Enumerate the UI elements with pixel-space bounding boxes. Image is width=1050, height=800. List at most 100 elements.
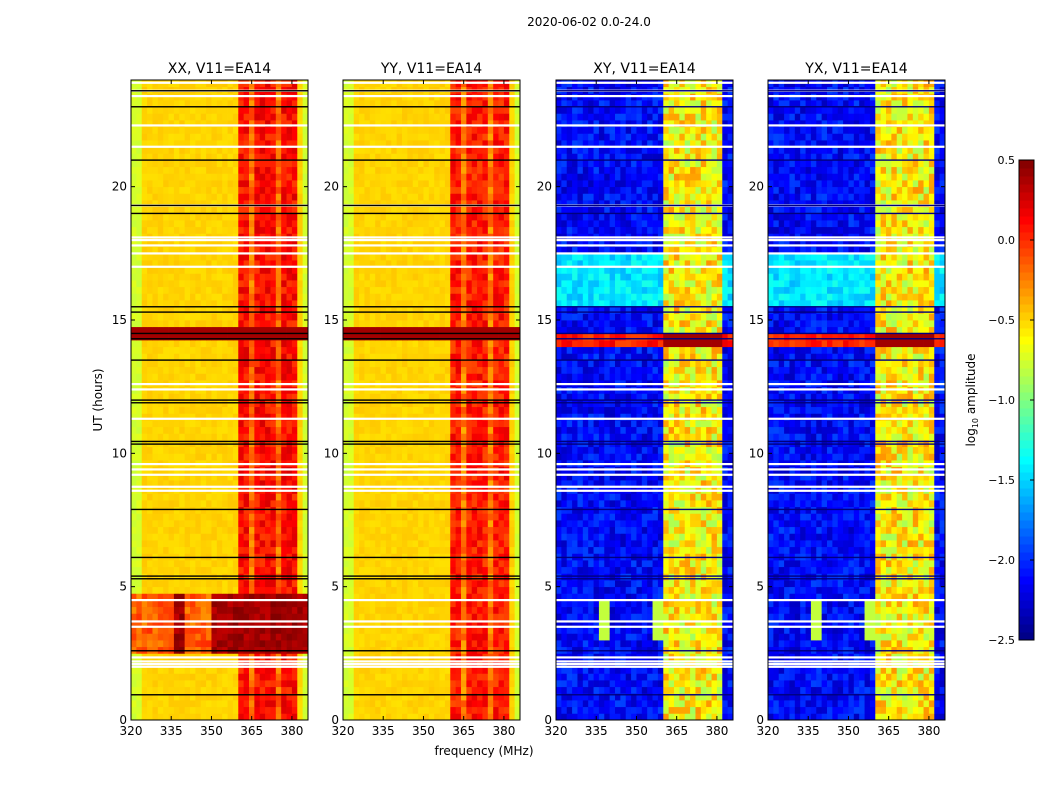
flag-line [131,443,308,445]
heatmap-cell [343,633,349,641]
heatmap-cell [265,100,271,108]
heatmap-cell [216,500,223,508]
heatmap-cell [297,186,304,194]
flagged-row [131,388,308,391]
heatmap-cell [493,600,499,608]
heatmap-cell [369,666,376,674]
heatmap-cell [254,346,261,354]
heatmap-cell [254,400,261,408]
heatmap-cell [270,200,277,208]
heatmap-cell [291,406,298,414]
heatmap-cell [297,506,304,514]
heatmap-cell [147,580,153,588]
heatmap-cell [173,626,180,634]
heatmap-cell [343,393,349,401]
heatmap-cell [444,573,451,581]
heatmap-cell [359,640,365,648]
heatmap-cell [423,566,430,574]
heatmap-cell [222,420,228,428]
heatmap-cell [359,520,365,528]
heatmap-cell [343,640,349,648]
heatmap-cell [503,526,510,534]
heatmap-cell [428,480,435,488]
heatmap-cell [428,686,435,694]
heatmap-cell [498,620,505,628]
heatmap-cell [173,540,180,548]
heatmap-cell [216,366,223,374]
heatmap-cell [359,473,365,481]
heatmap-cell [291,513,298,521]
heatmap-cell [444,453,451,461]
heatmap-cell [152,480,159,488]
heatmap-cell [503,513,510,521]
heatmap-cell [152,226,159,234]
heatmap-cell [364,500,371,508]
heatmap-cell [227,526,234,534]
heatmap-cell [243,706,250,714]
heatmap-cell [385,620,392,628]
heatmap-cell [141,306,148,314]
heatmap-cell [434,433,440,441]
heatmap-cell [444,680,451,688]
heatmap-cell [297,113,304,121]
heatmap-cell [259,540,266,548]
heatmap-cell [136,506,143,514]
heatmap-cell [503,713,510,721]
heatmap-cell [195,313,202,321]
heatmap-cell [461,433,467,441]
heatmap-cell [509,520,516,528]
heatmap-cell [364,433,371,441]
heatmap-cell [216,260,223,268]
heatmap-cell [232,513,239,521]
heatmap-cell [380,633,387,641]
heatmap-cell [222,446,228,454]
heatmap-cell [254,673,261,681]
heatmap-cell [147,100,153,108]
heatmap-cell [503,480,510,488]
heatmap-cell [359,686,365,694]
heatmap-cell [206,420,212,428]
heatmap-cell [147,560,153,568]
heatmap-cell [136,253,143,261]
heatmap-cell [477,706,483,714]
heatmap-cell [254,133,261,141]
heatmap-cell [302,493,309,501]
heatmap-cell [302,500,309,508]
heatmap-cell [364,613,371,621]
heatmap-cell [281,540,287,548]
heatmap-cell [455,366,462,374]
heatmap-cell [216,120,223,128]
heatmap-cell [249,666,255,674]
heatmap-cell [243,633,250,641]
heatmap-cell [157,120,164,128]
heatmap-cell [444,393,451,401]
heatmap-cell [152,706,159,714]
heatmap-cell [179,373,186,381]
heatmap-cell [184,473,191,481]
heatmap-cell [498,366,505,374]
heatmap-cell [291,293,298,301]
heatmap-cell [291,673,298,681]
heatmap-cell [466,526,473,534]
heatmap-cell [206,633,212,641]
heatmap-cell [190,613,196,621]
heatmap-cell [275,326,282,334]
heatmap-cell [216,293,223,301]
heatmap-cell [259,273,266,281]
heatmap-cell [200,566,207,574]
heatmap-cell [286,280,293,288]
heatmap-cell [302,293,309,301]
heatmap-cell [243,186,250,194]
heatmap-cell [232,286,239,294]
heatmap-cell [270,173,277,181]
heatmap-cell [195,446,202,454]
heatmap-cell [275,686,282,694]
heatmap-cell [232,613,239,621]
heatmap-cell [477,620,483,628]
heatmap-cell [396,640,403,648]
heatmap-cell [396,566,403,574]
heatmap-cell [439,493,446,501]
heatmap-cell [206,686,212,694]
heatmap-cell [265,700,271,708]
heatmap-cell [227,113,234,121]
